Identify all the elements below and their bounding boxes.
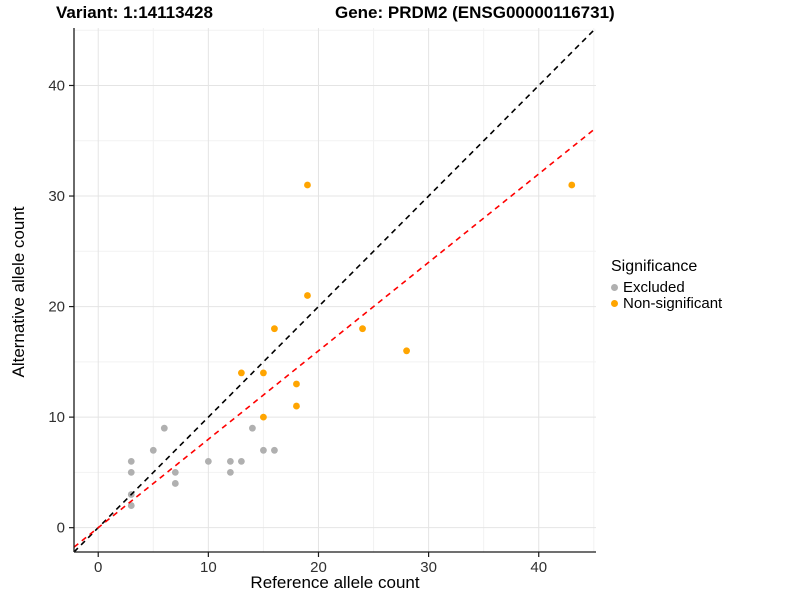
- x-tick-labels: 0 10 20 30 40: [94, 559, 547, 576]
- svg-text:10: 10: [200, 559, 217, 576]
- legend-item-non-significant: Non-significant: [611, 294, 723, 312]
- data-point: [127, 502, 135, 509]
- data-point: [271, 446, 278, 454]
- svg-text:0: 0: [94, 559, 102, 576]
- data-point: [226, 457, 234, 465]
- y-tick-labels: 0 10 20 30 40: [48, 77, 65, 536]
- ratio-line: [73, 127, 597, 548]
- legend-item-excluded: Excluded: [611, 278, 722, 296]
- x-axis-label: Reference allele count: [250, 573, 420, 592]
- svg-text:0: 0: [57, 520, 65, 537]
- identity-line: [73, 27, 597, 553]
- data-point: [127, 469, 135, 476]
- data-point: [304, 292, 311, 299]
- legend-item-label: Non-significant: [623, 294, 723, 312]
- svg-text:20: 20: [310, 559, 327, 576]
- gridlines-minor: [74, 28, 596, 552]
- plot-title-gene: Gene: PRDM2 (ENSG00000116731): [335, 3, 615, 22]
- svg-text:30: 30: [420, 559, 437, 576]
- excluded-dot-icon: [611, 283, 618, 291]
- data-point: [293, 402, 300, 410]
- data-point: [160, 424, 168, 432]
- legend-title: Significance: [611, 258, 698, 275]
- data-point: [260, 413, 267, 421]
- data-point: [403, 347, 410, 355]
- legend: Significance Excluded Non-significant: [611, 258, 723, 312]
- data-point: [204, 457, 212, 465]
- plot-title-variant: Variant: 1:14113428: [56, 3, 213, 22]
- svg-text:40: 40: [48, 77, 65, 94]
- data-point: [249, 424, 256, 432]
- data-point: [171, 469, 179, 476]
- non-significant-dot-icon: [611, 299, 618, 307]
- data-point: [226, 469, 234, 476]
- svg-text:40: 40: [530, 559, 547, 576]
- data-point: [237, 457, 245, 465]
- points-excluded: [127, 424, 278, 509]
- points-non-significant: [237, 181, 576, 421]
- svg-text:20: 20: [48, 299, 65, 316]
- data-point: [149, 446, 157, 454]
- data-point: [568, 181, 576, 189]
- data-point: [171, 480, 179, 487]
- svg-text:30: 30: [48, 188, 65, 205]
- axis-lines: [73, 28, 596, 553]
- data-point: [260, 369, 267, 377]
- tick-marks: [69, 84, 540, 557]
- data-point: [293, 380, 300, 388]
- gridlines-major: [74, 28, 596, 552]
- data-point: [304, 181, 311, 189]
- data-point: [260, 446, 267, 454]
- legend-item-label: Excluded: [623, 278, 685, 296]
- data-point: [359, 325, 366, 333]
- y-axis-label: Alternative allele count: [9, 206, 28, 378]
- svg-text:10: 10: [48, 409, 65, 426]
- data-point: [271, 325, 278, 333]
- data-point: [237, 369, 245, 377]
- data-point: [127, 457, 135, 465]
